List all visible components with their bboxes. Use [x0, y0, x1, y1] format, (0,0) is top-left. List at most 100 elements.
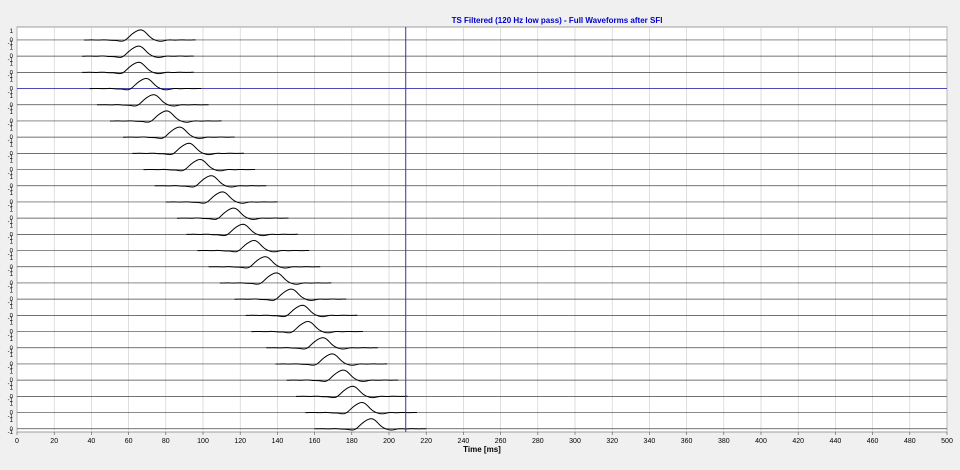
trace-tick-label: 0	[10, 249, 14, 255]
trace-tick-label: -1	[8, 219, 14, 225]
waveform-trace	[82, 61, 194, 75]
waveform-trace	[186, 223, 298, 237]
waveform-trace	[296, 385, 408, 399]
trace-tick-label: -1	[8, 203, 14, 209]
trace-tick-label: 0	[10, 103, 14, 109]
waveform-trace	[154, 175, 267, 188]
waveform-trace	[176, 207, 289, 220]
trace-tick-label: 1	[10, 61, 14, 67]
x-tick-label: 200	[383, 438, 395, 445]
trace-tick-label: 0	[10, 151, 14, 157]
trace-tick-label: 1	[10, 385, 14, 391]
trace-tick-label: 1	[10, 191, 14, 197]
trace-tick-label: 1	[10, 207, 14, 213]
x-tick-label: 340	[644, 438, 656, 445]
waveform-trace	[219, 272, 332, 285]
x-tick-label: 240	[458, 438, 470, 445]
x-tick-label: 100	[197, 438, 209, 445]
waveform-trace	[314, 418, 427, 431]
traces-layer	[17, 29, 947, 431]
trace-tick-label: 0	[10, 394, 14, 400]
trace-tick-label: -1	[8, 284, 14, 290]
trace-tick-label: 0	[10, 216, 14, 222]
x-axis-label: Time [ms]	[463, 445, 501, 454]
waveform-trace	[165, 191, 278, 204]
x-tick-label: 400	[755, 438, 767, 445]
trace-tick-label: -1	[8, 90, 14, 96]
trace-tick-label: 0	[10, 297, 14, 303]
trace-tick-label: -1	[8, 300, 14, 306]
trace-tick-label: -1	[8, 41, 14, 47]
trace-tick-label: 0	[10, 281, 14, 287]
x-axis: 0 20 40 60 80 100 120 140 160 180 200 220 240 260 280 3…	[15, 432, 953, 445]
trace-tick-labels: 10-110-110-110-110-110-110-110-110-110-1…	[8, 29, 14, 436]
x-tick-label: 380	[718, 438, 730, 445]
waveform-trace	[83, 29, 196, 42]
trace-tick-label: 0	[10, 135, 14, 141]
trace-tick-label: 1	[10, 175, 14, 181]
waveform-trace	[82, 45, 194, 58]
trace-tick-label: 1	[10, 337, 14, 343]
x-tick-label: 440	[830, 438, 842, 445]
trace-tick-label: 0	[10, 87, 14, 93]
trace-tick-label: 1	[10, 369, 14, 375]
trace-tick-label: 0	[10, 427, 14, 433]
trace-tick-label: -1	[8, 268, 14, 274]
trace-tick-label: 0	[10, 119, 14, 125]
x-tick-label: 480	[904, 438, 916, 445]
waveform-trace	[266, 337, 378, 350]
trace-tick-label: -1	[8, 349, 14, 355]
trace-tick-label: -1	[8, 74, 14, 80]
x-tick-label: 40	[88, 438, 96, 445]
trace-tick-label: -1	[8, 365, 14, 371]
waveform-trace	[208, 256, 321, 269]
trace-tick-label: 1	[10, 240, 14, 246]
trace-tick-label: 0	[10, 168, 14, 174]
trace-tick-label: -1	[8, 171, 14, 177]
waveform-trace	[245, 304, 358, 318]
x-tick-label: 120	[234, 438, 246, 445]
trace-tick-label: 0	[10, 346, 14, 352]
trace-tick-label: 1	[10, 223, 14, 229]
x-tick-label: 420	[792, 438, 804, 445]
trace-tick-label: 1	[10, 288, 14, 294]
trace-tick-label: 0	[10, 378, 14, 384]
trace-tick-label: -1	[8, 252, 14, 258]
trace-tick-label: -1	[8, 414, 14, 420]
trace-tick-label: 0	[10, 411, 14, 417]
trace-tick-label: 1	[10, 402, 14, 408]
x-tick-label: 500	[941, 438, 953, 445]
waveform-trace	[197, 239, 310, 253]
trace-tick-label: 0	[10, 54, 14, 60]
trace-tick-label: -1	[8, 430, 14, 436]
x-tick-label: 300	[569, 438, 581, 445]
trace-tick-label: 1	[10, 353, 14, 359]
plot-area	[16, 26, 948, 433]
waveform-trace	[251, 320, 363, 334]
trace-tick-label: 1	[10, 256, 14, 262]
trace-tick-label: 1	[10, 78, 14, 84]
trace-tick-label: 1	[10, 94, 14, 100]
trace-tick-label: 0	[10, 38, 14, 44]
trace-tick-label: -1	[8, 333, 14, 339]
trace-tick-label: -1	[8, 317, 14, 323]
waveform-trace	[132, 142, 244, 156]
trace-tick-label: 1	[10, 126, 14, 132]
trace-tick-label: -1	[8, 138, 14, 144]
x-tick-label: 360	[681, 438, 693, 445]
trace-tick-label: 1	[10, 142, 14, 148]
trace-tick-label: -1	[8, 155, 14, 161]
trace-tick-label: 0	[10, 232, 14, 238]
trace-tick-label: -1	[8, 122, 14, 128]
x-tick-label: 180	[346, 438, 358, 445]
trace-tick-label: -1	[8, 398, 14, 404]
x-tick-label: 320	[606, 438, 618, 445]
trace-tick-label: 1	[10, 159, 14, 165]
waveform-trace	[110, 110, 222, 123]
trace-tick-label: 1	[10, 272, 14, 278]
x-tick-label: 60	[125, 438, 133, 445]
x-tick-label: 160	[309, 438, 321, 445]
trace-tick-label: 1	[10, 304, 14, 310]
